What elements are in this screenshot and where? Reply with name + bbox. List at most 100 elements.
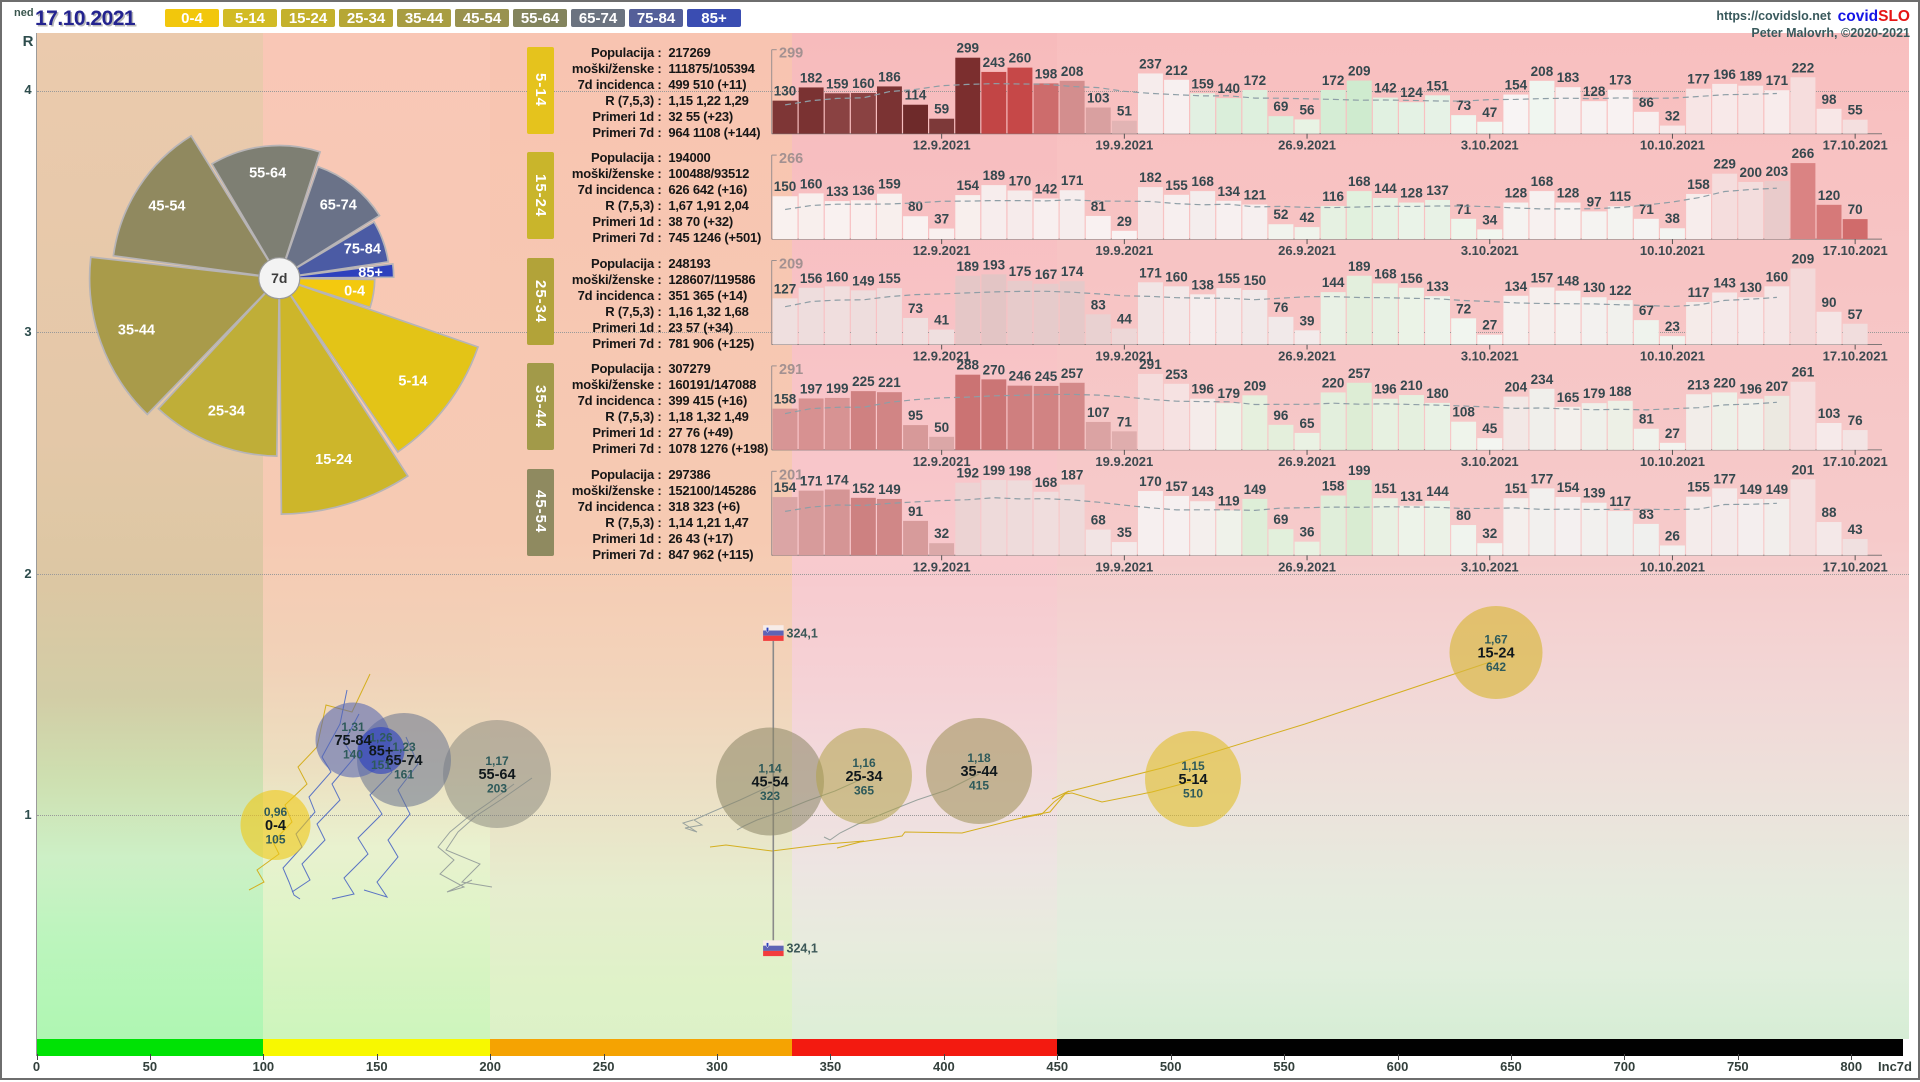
svg-text:107: 107 bbox=[1087, 405, 1110, 420]
svg-text:95: 95 bbox=[908, 408, 924, 423]
svg-text:288: 288 bbox=[956, 358, 979, 373]
svg-text:196: 196 bbox=[1374, 382, 1397, 397]
svg-text:210: 210 bbox=[1400, 378, 1423, 393]
svg-text:510: 510 bbox=[1183, 787, 1203, 801]
svg-text:203: 203 bbox=[1766, 164, 1789, 179]
svg-text:171: 171 bbox=[1139, 265, 1162, 280]
svg-text:144: 144 bbox=[1374, 181, 1397, 196]
svg-text:149: 149 bbox=[878, 482, 901, 497]
svg-text:1,14: 1,14 bbox=[758, 762, 782, 776]
svg-text:35-44: 35-44 bbox=[960, 764, 997, 780]
svg-text:180: 180 bbox=[1426, 386, 1449, 401]
svg-text:1,16: 1,16 bbox=[852, 756, 876, 770]
svg-text:177: 177 bbox=[1713, 471, 1736, 486]
svg-text:182: 182 bbox=[1139, 170, 1162, 185]
svg-text:10.10.2021: 10.10.2021 bbox=[1640, 243, 1705, 258]
svg-text:174: 174 bbox=[826, 473, 849, 488]
svg-text:34: 34 bbox=[1482, 212, 1498, 227]
svg-text:97: 97 bbox=[1587, 194, 1602, 209]
svg-text:245: 245 bbox=[1035, 369, 1058, 384]
svg-text:81: 81 bbox=[1091, 199, 1107, 214]
svg-text:186: 186 bbox=[878, 69, 901, 84]
svg-text:29: 29 bbox=[1117, 214, 1132, 229]
svg-text:59: 59 bbox=[934, 102, 949, 117]
svg-text:229: 229 bbox=[1713, 157, 1736, 172]
svg-text:189: 189 bbox=[983, 168, 1006, 183]
svg-text:130: 130 bbox=[1583, 280, 1606, 295]
svg-text:127: 127 bbox=[774, 281, 797, 296]
svg-text:114: 114 bbox=[905, 88, 927, 103]
svg-text:220: 220 bbox=[1322, 375, 1345, 390]
svg-text:151: 151 bbox=[1505, 481, 1528, 496]
svg-text:25-34: 25-34 bbox=[845, 769, 882, 785]
svg-text:26: 26 bbox=[1665, 528, 1681, 543]
svg-text:173: 173 bbox=[1609, 73, 1632, 88]
svg-text:209: 209 bbox=[1792, 252, 1815, 267]
svg-text:165: 165 bbox=[1557, 390, 1580, 405]
svg-text:196: 196 bbox=[1739, 382, 1762, 397]
svg-text:12.9.2021: 12.9.2021 bbox=[913, 454, 971, 469]
svg-text:26.9.2021: 26.9.2021 bbox=[1278, 559, 1336, 574]
svg-text:168: 168 bbox=[1531, 174, 1554, 189]
svg-text:171: 171 bbox=[800, 474, 823, 489]
svg-text:196: 196 bbox=[1191, 382, 1214, 397]
svg-text:85+: 85+ bbox=[369, 744, 394, 760]
svg-text:103: 103 bbox=[1818, 406, 1841, 421]
svg-text:168: 168 bbox=[1374, 266, 1397, 281]
svg-text:140: 140 bbox=[343, 748, 363, 762]
svg-text:134: 134 bbox=[1217, 184, 1240, 199]
svg-text:128: 128 bbox=[1505, 186, 1528, 201]
svg-text:179: 179 bbox=[1217, 386, 1240, 401]
svg-text:323: 323 bbox=[760, 789, 780, 803]
svg-text:213: 213 bbox=[1687, 377, 1710, 392]
svg-text:189: 189 bbox=[1739, 69, 1762, 84]
svg-text:154: 154 bbox=[1505, 78, 1528, 93]
svg-text:1,26: 1,26 bbox=[369, 731, 393, 745]
svg-text:158: 158 bbox=[1322, 479, 1345, 494]
svg-text:3.10.2021: 3.10.2021 bbox=[1461, 454, 1519, 469]
svg-text:198: 198 bbox=[1035, 66, 1058, 81]
svg-text:44: 44 bbox=[1117, 312, 1133, 327]
svg-text:52: 52 bbox=[1273, 207, 1288, 222]
svg-text:324,1: 324,1 bbox=[787, 627, 818, 641]
svg-text:160: 160 bbox=[1165, 269, 1188, 284]
svg-text:199: 199 bbox=[826, 381, 849, 396]
svg-text:115: 115 bbox=[1609, 189, 1631, 204]
svg-text:203: 203 bbox=[487, 782, 507, 796]
svg-text:119: 119 bbox=[1218, 493, 1240, 508]
svg-text:222: 222 bbox=[1792, 60, 1815, 75]
svg-text:157: 157 bbox=[1165, 479, 1188, 494]
svg-text:128: 128 bbox=[1583, 84, 1606, 99]
svg-text:140: 140 bbox=[1217, 81, 1240, 96]
svg-text:17.10.2021: 17.10.2021 bbox=[1823, 349, 1888, 364]
svg-text:3.10.2021: 3.10.2021 bbox=[1461, 243, 1519, 258]
svg-text:196: 196 bbox=[1713, 67, 1736, 82]
svg-text:154: 154 bbox=[774, 480, 797, 495]
svg-text:130: 130 bbox=[1739, 280, 1762, 295]
svg-text:72: 72 bbox=[1456, 301, 1471, 316]
svg-text:193: 193 bbox=[983, 257, 1006, 272]
svg-text:182: 182 bbox=[800, 70, 823, 85]
svg-text:260: 260 bbox=[1009, 51, 1032, 66]
svg-text:0,96: 0,96 bbox=[264, 805, 288, 819]
svg-text:67: 67 bbox=[1639, 303, 1654, 318]
svg-text:45-54: 45-54 bbox=[148, 198, 185, 214]
svg-text:170: 170 bbox=[1009, 174, 1032, 189]
svg-text:149: 149 bbox=[852, 273, 875, 288]
svg-text:270: 270 bbox=[983, 362, 1006, 377]
svg-text:179: 179 bbox=[1583, 386, 1606, 401]
svg-text:160: 160 bbox=[852, 76, 875, 91]
svg-text:12.9.2021: 12.9.2021 bbox=[913, 349, 971, 364]
svg-text:3.10.2021: 3.10.2021 bbox=[1461, 559, 1519, 574]
svg-text:134: 134 bbox=[1505, 279, 1528, 294]
svg-text:156: 156 bbox=[800, 271, 823, 286]
svg-text:1,18: 1,18 bbox=[967, 751, 991, 765]
svg-text:19.9.2021: 19.9.2021 bbox=[1095, 138, 1153, 153]
svg-text:212: 212 bbox=[1165, 63, 1188, 78]
svg-text:43: 43 bbox=[1848, 522, 1864, 537]
svg-text:171: 171 bbox=[1766, 73, 1789, 88]
svg-text:108: 108 bbox=[1452, 405, 1475, 420]
svg-text:17.10.2021: 17.10.2021 bbox=[1823, 559, 1888, 574]
svg-text:177: 177 bbox=[1531, 471, 1554, 486]
svg-text:154: 154 bbox=[1557, 480, 1580, 495]
